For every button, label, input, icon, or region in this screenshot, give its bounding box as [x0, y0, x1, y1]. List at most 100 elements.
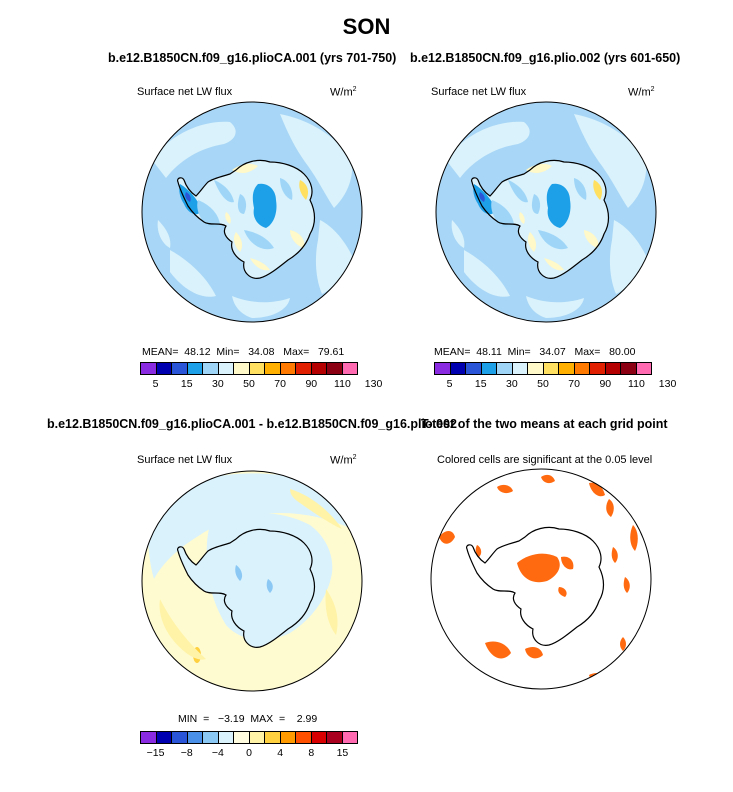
panel-3-colorbar-tick-label: −4 [211, 747, 224, 759]
panel-1-colorbar-swatch [327, 363, 343, 374]
panel-2-colorbar-tick-label: 50 [537, 378, 549, 390]
panel-2-colorbar-swatch [590, 363, 606, 374]
contour-region [232, 163, 258, 173]
panel-1-colorbar-swatch [203, 363, 219, 374]
panel-1-colorbar-swatch [296, 363, 312, 374]
map-field [142, 102, 362, 322]
panel-2-colorbar-labels: 5 15 30 50 70 90 110 130 [434, 378, 677, 392]
panel-3-colorbar-swatch [141, 732, 157, 743]
panel-1-stats: MEAN= 48.12 Min= 34.08 Max= 79.61 [142, 346, 345, 358]
map-border [141, 101, 363, 323]
panel-3-colorbar-labels: −15 −8 −4 0 4 8 15 [140, 747, 358, 761]
panel-3-colorbar-swatch [249, 732, 265, 743]
contour-region [280, 114, 353, 208]
significant-cells [558, 587, 567, 597]
map-border [435, 101, 657, 323]
contour-region [280, 178, 293, 200]
significant-cells [620, 637, 626, 651]
contour-region [519, 212, 525, 224]
panel-3-colorbar-tick-label: 4 [277, 747, 284, 759]
contour-region [225, 212, 231, 224]
contour-region [527, 232, 537, 252]
panel-2-colorbar-swatch [528, 363, 544, 374]
contour-region [290, 489, 342, 529]
panel-3-colorbar-swatch [311, 732, 327, 743]
panel-2-colorbar-tick-label: 110 [628, 378, 645, 390]
significant-cells [497, 484, 513, 494]
panel-2-colorbar-tick-label: 90 [599, 378, 612, 390]
ice-sheet [177, 529, 315, 648]
panel-1-variable: Surface net LW flux [137, 86, 233, 98]
panel-2-colorbar-tick-label: 5 [446, 378, 453, 390]
contour-region [446, 121, 530, 178]
contour-region [574, 114, 647, 208]
panel-2-colorbar-swatch [497, 363, 513, 374]
significant-cells [517, 553, 560, 583]
contour-region [159, 599, 206, 660]
panel-3-map [141, 470, 363, 692]
panel-3-colorbar-swatch [280, 732, 296, 743]
panel-1-colorbar-swatch [280, 363, 296, 374]
panel-1-colorbar-swatch [234, 363, 250, 374]
map-border [430, 468, 652, 690]
page-title: SON [342, 14, 391, 39]
contour-region [531, 194, 541, 214]
contour-region [508, 180, 528, 203]
panel-3-colorbar-tick-label: −15 [146, 747, 165, 759]
contour-region [325, 589, 338, 635]
significant-cells [589, 673, 607, 684]
panel-2-colorbar-swatch [543, 363, 559, 374]
significant-cells [589, 482, 605, 497]
panel-2-colorbar [434, 362, 652, 375]
panel-2-variable: Surface net LW flux [431, 86, 527, 98]
contour-region [299, 180, 308, 200]
panel-2-colorbar-swatch [574, 363, 590, 374]
panel-3-colorbar-tick-label: 8 [308, 747, 315, 759]
panel-3-colorbar-swatch [172, 732, 188, 743]
contour-region [244, 230, 274, 250]
contour-region [479, 192, 485, 202]
panel-1-colorbar-swatch [172, 363, 188, 374]
significant-cells [525, 647, 543, 659]
contour-region [538, 230, 568, 250]
panel-1-colorbar-swatch [311, 363, 327, 374]
panel-3-colorbar-swatch [296, 732, 312, 743]
contour-region [214, 180, 234, 203]
significant-cells [541, 474, 555, 484]
panel-1-colorbar-tick-label: 90 [305, 378, 318, 390]
panel-1-colorbar-tick-label: 30 [212, 378, 224, 390]
map-field [142, 471, 362, 691]
panel-3-colorbar-tick-label: −8 [180, 747, 193, 759]
panel-3-colorbar [140, 731, 358, 744]
panel-1-colorbar-tick-label: 110 [334, 378, 351, 390]
contour-region [157, 220, 171, 248]
coastline [466, 526, 605, 646]
ice-sheet [177, 160, 315, 279]
panel-2-colorbar-swatch [435, 363, 451, 374]
panel-2-colorbar-swatch [466, 363, 482, 374]
contour-region [544, 258, 564, 271]
panel-1-title: b.e12.B1850CN.f09_g16.plioCA.001 (yrs 70… [108, 51, 397, 65]
panel-1-colorbar-swatch [265, 363, 281, 374]
map-field [431, 469, 651, 689]
panel-2-colorbar-tick-label: 15 [474, 378, 487, 390]
panel-2-colorbar-tick-label: 130 [658, 378, 677, 390]
contour-region [451, 220, 465, 248]
contour-region [232, 296, 290, 318]
contour-region [290, 230, 305, 248]
panel-2-stats: MEAN= 48.11 Min= 34.07 Max= 80.00 [434, 346, 636, 358]
panel-3-title: b.e12.B1850CN.f09_g16.plioCA.001 - b.e12… [47, 417, 457, 431]
panel-2-map [435, 101, 657, 323]
coastline [471, 159, 610, 279]
panel-2-colorbar-tick-label: 30 [506, 378, 518, 390]
panel-1-colorbar-swatch [342, 363, 357, 374]
map-border [141, 470, 363, 692]
panel-3-variable: Surface net LW flux [137, 454, 233, 466]
contour-region [235, 565, 243, 581]
contour-region [584, 230, 599, 248]
panel-1-colorbar-swatch [218, 363, 234, 374]
significant-cells [623, 577, 630, 593]
panel-1-colorbar-swatch [249, 363, 265, 374]
panel-1-colorbar-swatch [141, 363, 157, 374]
panel-2-colorbar-swatch [450, 363, 466, 374]
